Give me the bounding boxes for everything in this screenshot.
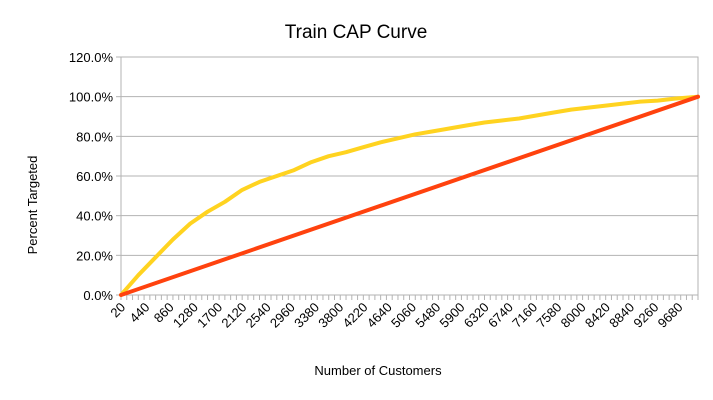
x-tick-label: 8420 xyxy=(582,300,613,331)
y-tick-label: 100.0% xyxy=(69,90,114,105)
x-tick-label: 5480 xyxy=(412,300,443,331)
series-line-1 xyxy=(119,94,700,297)
x-tick-label: 2540 xyxy=(243,300,274,331)
series-layer xyxy=(119,94,700,297)
y-tick-label: 20.0% xyxy=(76,248,113,263)
x-tick-label: 8000 xyxy=(558,300,589,331)
y-tick-label: 0.0% xyxy=(83,288,113,303)
x-tick-label: 1700 xyxy=(194,300,225,331)
y-axis: 0.0% 20.0% 40.0% 60.0% 80.0% 100.0% 120.0% xyxy=(69,50,121,303)
x-tick-label: 5900 xyxy=(436,300,467,331)
x-axis-label: Number of Customers xyxy=(314,363,442,378)
y-tick-label: 120.0% xyxy=(69,50,114,65)
x-tick-label: 2120 xyxy=(218,300,249,331)
x-tick-label: 4640 xyxy=(364,300,395,331)
x-tick-label: 2960 xyxy=(267,300,298,331)
chart-title: Train CAP Curve xyxy=(285,22,428,43)
x-tick-label: 440 xyxy=(127,300,153,326)
x-tick-label: 6320 xyxy=(461,300,492,331)
x-tick-label: 9260 xyxy=(630,300,661,331)
x-tick-label: 7580 xyxy=(533,300,564,331)
grid xyxy=(121,56,698,296)
x-tick-label: 8840 xyxy=(606,300,637,331)
y-tick-label: 60.0% xyxy=(76,169,113,184)
x-tick-label: 3800 xyxy=(315,300,346,331)
x-tick-label: 1280 xyxy=(170,300,201,331)
x-tick-label: 4220 xyxy=(340,300,371,331)
x-tick-label: 3380 xyxy=(291,300,322,331)
y-tick-label: 40.0% xyxy=(76,209,113,224)
y-tick-label: 80.0% xyxy=(76,129,113,144)
x-tick-label: 7160 xyxy=(509,300,540,331)
x-tick-label: 6740 xyxy=(485,300,516,331)
y-axis-label: Percent Targeted xyxy=(25,156,40,255)
x-axis: 2044086012801700212025402960338038004220… xyxy=(107,295,699,331)
x-tick-label: 5060 xyxy=(388,300,419,331)
x-tick-label: 9680 xyxy=(655,300,686,331)
series-line-2 xyxy=(119,94,700,297)
